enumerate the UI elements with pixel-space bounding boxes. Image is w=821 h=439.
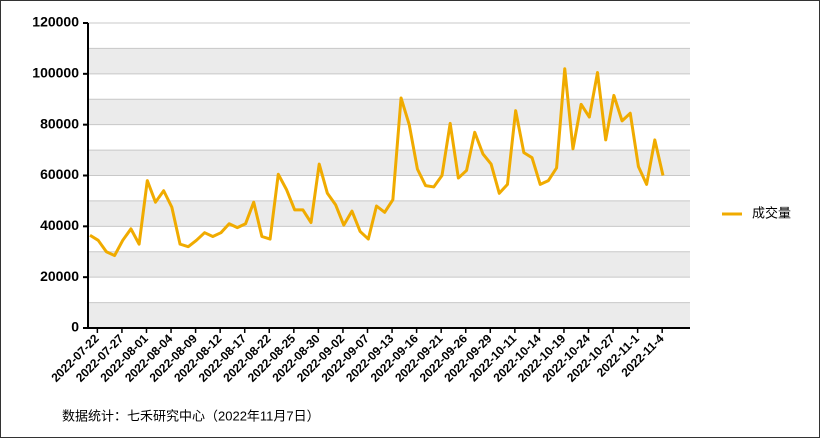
legend-label: 成交量 xyxy=(752,205,791,220)
y-tick-label: 0 xyxy=(71,319,79,335)
line xyxy=(89,67,665,258)
grid-band xyxy=(88,150,690,176)
grid-band xyxy=(88,251,690,278)
y-tick-label: 60000 xyxy=(40,166,79,182)
grid-band xyxy=(88,48,690,74)
y-tick-label: 40000 xyxy=(40,217,79,233)
y-tick-label: 20000 xyxy=(40,268,79,284)
y-tick-label: 80000 xyxy=(40,115,79,131)
y-tick-label: 120000 xyxy=(32,14,79,30)
grid-band xyxy=(88,302,690,328)
y-tick-label: 100000 xyxy=(32,65,79,81)
grid-band xyxy=(88,99,690,125)
source-note: 数据统计：七禾研究中心（2022年11月7日） xyxy=(62,408,320,423)
